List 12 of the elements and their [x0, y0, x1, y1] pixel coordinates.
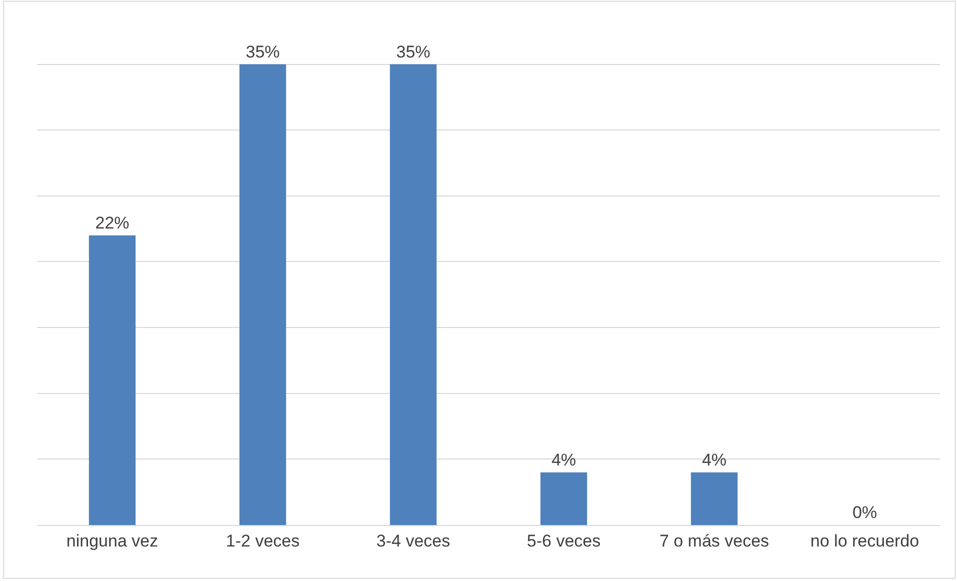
x-tick-label: no lo recuerdo	[810, 531, 920, 550]
data-label: 4%	[551, 450, 576, 470]
data-label: 0%	[852, 503, 878, 522]
data-label: 22%	[95, 213, 130, 232]
x-tick-label: ninguna vez	[66, 531, 158, 550]
data-label: 35%	[396, 42, 430, 62]
x-tick-label: 5-6 veces	[526, 531, 601, 550]
data-label: 35%	[246, 42, 280, 62]
data-label: 4%	[702, 450, 727, 470]
x-tick-label: 1-2 veces	[226, 531, 300, 550]
x-tick-label: 7 o más veces	[659, 531, 770, 550]
x-tick-label: 3-4 veces	[376, 531, 450, 550]
